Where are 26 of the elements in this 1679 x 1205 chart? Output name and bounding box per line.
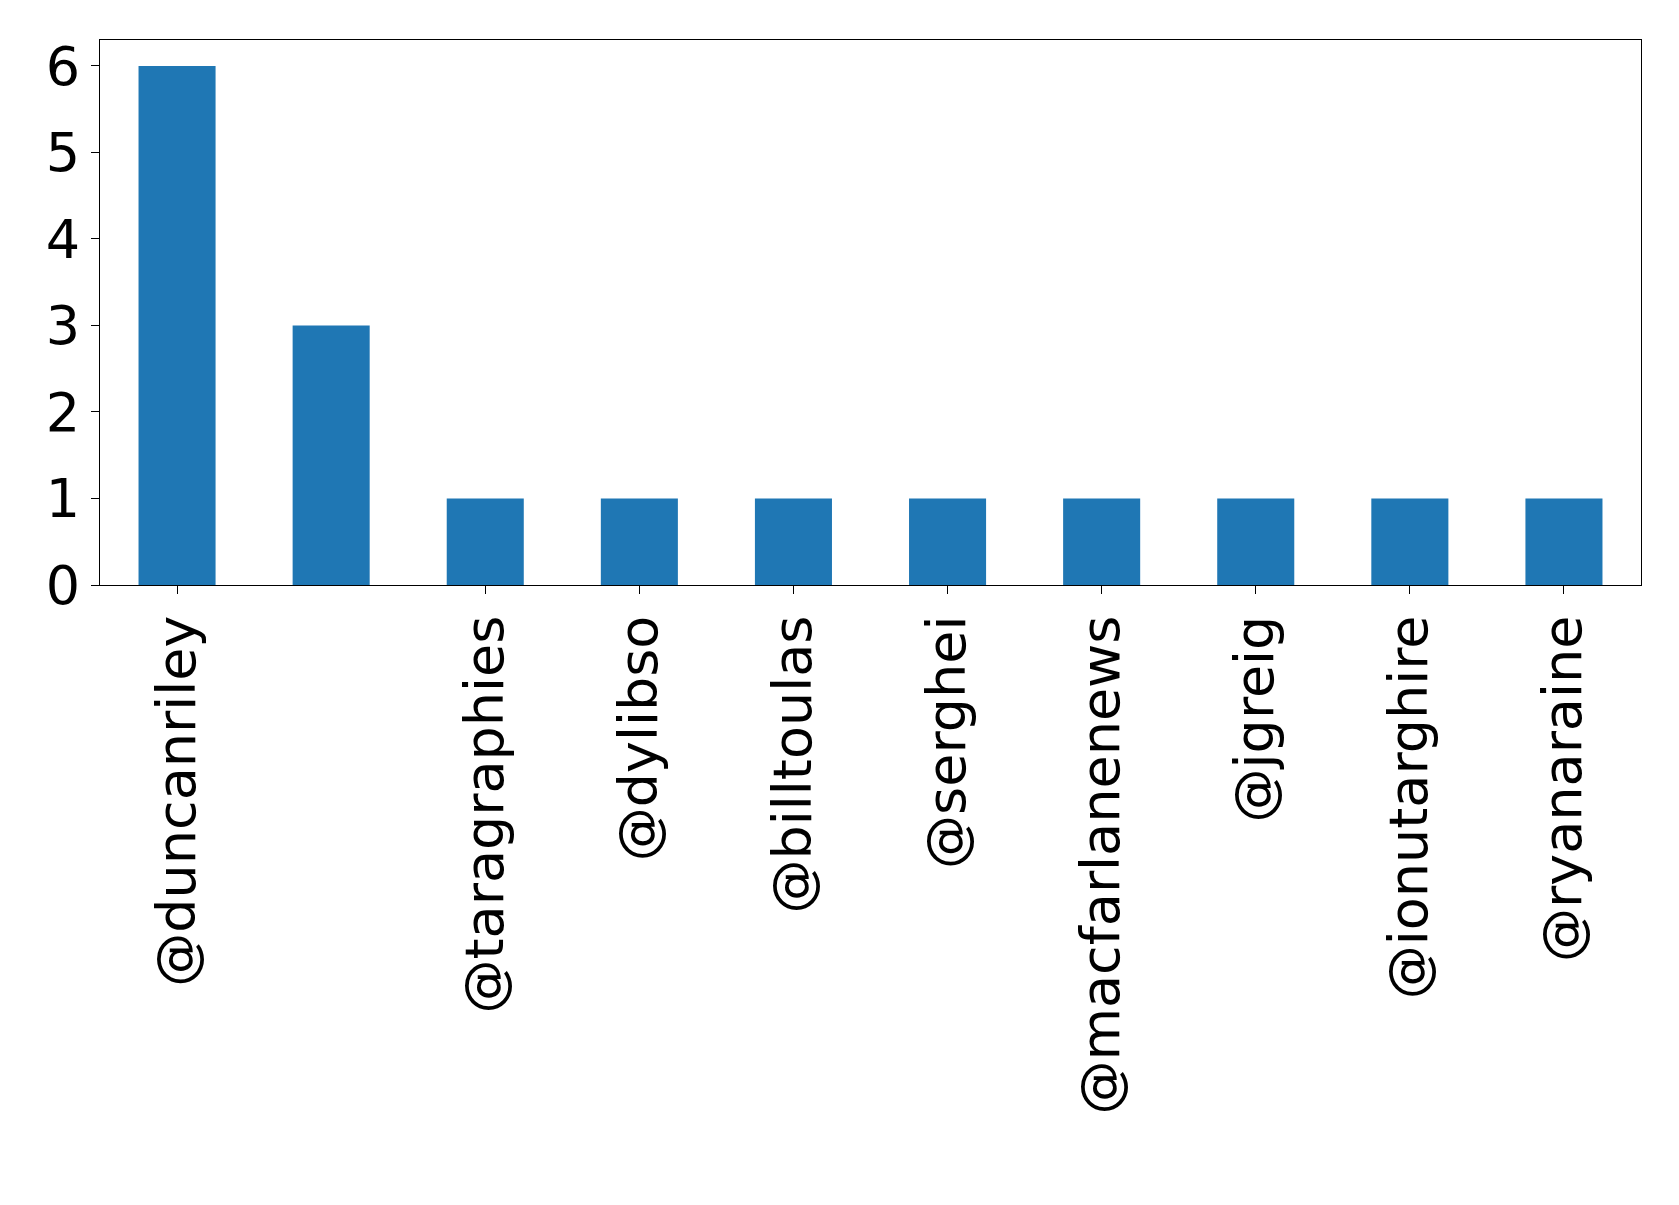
bar [1063, 498, 1141, 585]
bar [292, 325, 370, 585]
x-tick-label: @ionutarghire [1377, 615, 1441, 1000]
x-tick-label: @macfarlanenews [1069, 615, 1133, 1115]
y-tick-label: 2 [45, 380, 81, 444]
y-tick-label: 6 [45, 34, 81, 98]
bar [1525, 498, 1603, 585]
y-tick-label: 4 [45, 207, 81, 271]
bar [446, 498, 524, 585]
bar [138, 65, 216, 585]
x-tick-label: @dylibso [606, 615, 670, 862]
x-tick-label: @duncanriley [144, 615, 208, 987]
bar [1217, 498, 1295, 585]
y-tick-label: 0 [45, 553, 81, 617]
bar [600, 498, 678, 585]
x-tick-label: @ryanaraine [1531, 615, 1595, 962]
bar [909, 498, 987, 585]
y-tick-label: 1 [45, 467, 81, 531]
y-tick-label: 3 [45, 294, 81, 358]
bar [754, 498, 832, 585]
x-tick-label: @taragraphies [452, 615, 516, 1014]
y-tick-label: 5 [45, 121, 81, 185]
x-tick-label: @billtoulas [761, 615, 824, 914]
x-tick-label: @serghei [915, 615, 979, 869]
x-tick-label: @jgreig [1223, 615, 1287, 823]
bar [1371, 498, 1449, 585]
